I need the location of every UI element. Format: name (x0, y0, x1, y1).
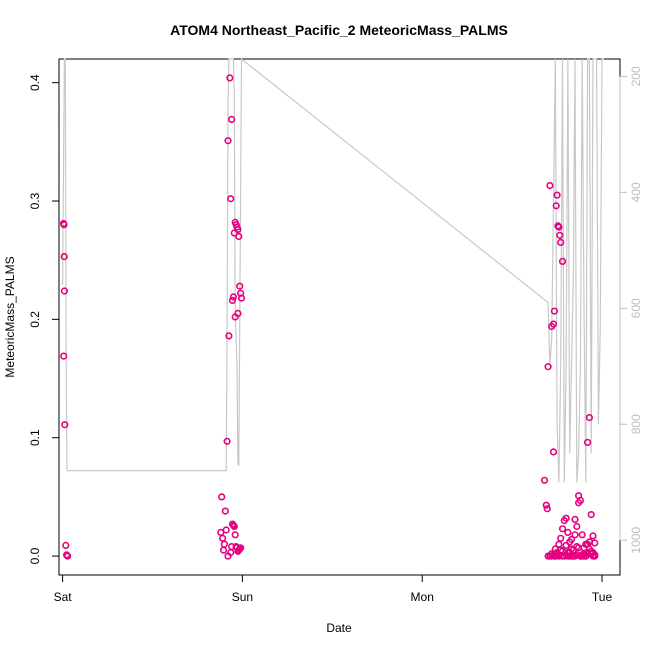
data-point (227, 195, 235, 203)
data-point (574, 499, 583, 507)
y2-tick-label: 400 (629, 182, 643, 202)
data-point (236, 282, 244, 290)
data-point (553, 191, 561, 199)
data-point (552, 202, 560, 210)
data-point (549, 448, 558, 456)
data-point (226, 74, 234, 82)
data-point (235, 232, 243, 241)
y-tick-label: 0.0 (28, 547, 42, 564)
data-point (237, 544, 245, 552)
data-point (587, 510, 595, 519)
data-point (231, 531, 239, 539)
data-point (557, 238, 565, 246)
data-point (234, 309, 242, 318)
data-point (558, 257, 567, 266)
data-point (540, 476, 549, 484)
data-point (589, 552, 597, 560)
pressure-line (62, 57, 604, 483)
data-point (585, 414, 594, 422)
data-point (571, 531, 579, 539)
data-point (557, 546, 565, 554)
right-pressure-axis: 200 400 600 800 1000 (619, 66, 643, 554)
y-tick-label: 0.3 (28, 192, 42, 209)
data-point (237, 294, 246, 302)
data-point (223, 437, 231, 445)
data-point (229, 293, 237, 301)
data-point (583, 548, 592, 557)
data-point (543, 505, 551, 513)
data-point (589, 532, 597, 540)
x-tick-label: Sat (54, 590, 73, 604)
data-point (582, 540, 590, 548)
data-point (557, 534, 565, 542)
x-axis: Sat Sun Mon Tue (54, 574, 613, 604)
data-point (225, 332, 233, 340)
data-point (549, 320, 558, 328)
data-point (60, 253, 68, 261)
data-point (562, 541, 570, 550)
data-point (571, 515, 579, 524)
data-point (567, 535, 576, 544)
data-point (219, 546, 228, 554)
data-point (63, 552, 72, 560)
data-point (583, 438, 592, 447)
data-point (230, 229, 238, 237)
data-point (556, 231, 564, 239)
y-axis-label: MeteoricMass_PALMS (3, 256, 17, 377)
pressure-line-layer (62, 57, 604, 483)
y2-tick-label: 600 (629, 298, 643, 318)
y2-tick-label: 800 (629, 414, 643, 434)
data-point (234, 225, 242, 233)
x-tick-label: Sun (232, 590, 253, 604)
data-point (221, 507, 229, 515)
data-point (567, 545, 576, 553)
y-tick-label: 0.1 (28, 429, 42, 446)
data-point (218, 493, 226, 501)
data-point (60, 221, 68, 229)
data-point (544, 363, 552, 371)
data-point (576, 552, 585, 560)
data-point (219, 534, 227, 542)
x-axis-label: Date (326, 621, 352, 635)
y2-tick-label: 1000 (629, 527, 643, 554)
data-point (60, 352, 68, 360)
data-point (574, 544, 583, 552)
data-point (60, 287, 69, 295)
data-point (222, 526, 230, 534)
data-point (224, 137, 232, 145)
data-point (585, 545, 594, 553)
data-point (564, 528, 572, 537)
data-point (578, 531, 586, 539)
data-point (555, 552, 563, 560)
data-point (558, 525, 567, 533)
y-axis: 0.0 0.1 0.2 0.3 0.4 (28, 74, 60, 564)
data-point (546, 182, 554, 190)
data-point (230, 522, 238, 531)
y-tick-label: 0.2 (28, 311, 42, 328)
data-point (551, 552, 559, 560)
data-point (580, 552, 588, 560)
chart-title: ATOM4 Northeast_Pacific_2 MeteoricMass_P… (170, 22, 508, 38)
data-point (61, 421, 69, 429)
data-points-layer (59, 74, 599, 560)
data-point (573, 522, 581, 531)
y2-tick-label: 200 (629, 66, 643, 86)
data-point (62, 541, 70, 550)
data-point (566, 552, 574, 560)
x-tick-label: Tue (592, 590, 613, 604)
data-point (555, 223, 563, 231)
y-tick-label: 0.4 (28, 74, 42, 91)
data-point (573, 551, 581, 559)
data-point (550, 307, 559, 315)
data-point (558, 552, 567, 560)
data-point (220, 540, 228, 548)
data-point (228, 115, 236, 123)
data-point (562, 551, 570, 559)
data-point (542, 501, 550, 509)
data-point (228, 296, 237, 305)
x-tick-label: Mon (411, 590, 434, 604)
data-point (562, 514, 570, 522)
data-point (569, 552, 577, 560)
